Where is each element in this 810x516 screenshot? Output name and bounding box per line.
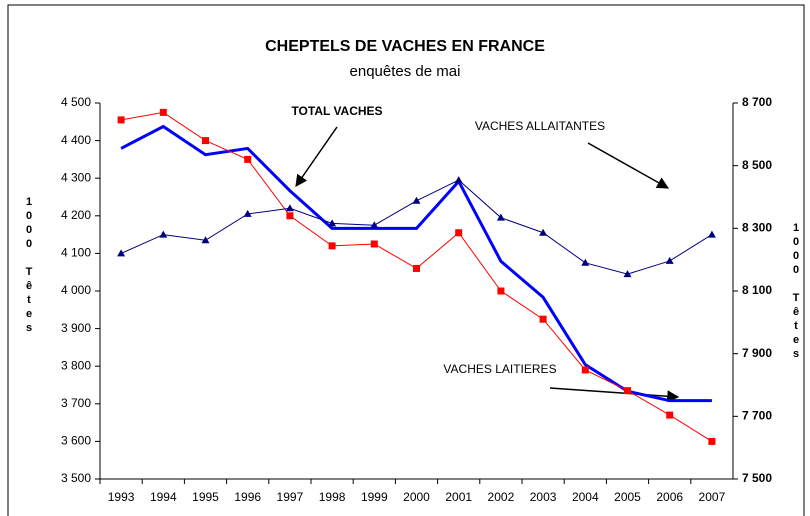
y2-tick-label: 7 700 [742,409,772,423]
point [244,155,252,163]
point [159,108,167,116]
point [707,230,716,238]
x-tick-label: 1998 [319,490,346,504]
y2-tick-label: 8 300 [742,221,772,235]
point [497,287,505,295]
y2-axis-label: 1000 Têtes [790,222,802,362]
y-tick-label: 4 200 [61,208,91,222]
arrow [549,387,680,403]
point [202,137,209,145]
x-tick-label: 1993 [108,490,135,504]
y2-tick-label: 7 900 [742,346,772,360]
point [370,221,379,229]
point [581,366,589,374]
x-tick-label: 2001 [445,490,472,504]
chart-title: CHEPTELS DE VACHES EN FRANCE [265,38,545,55]
x-tick-label: 2005 [614,490,641,504]
y-tick-label: 4 100 [61,246,91,260]
point [413,264,420,272]
point [117,249,126,257]
point [328,219,337,227]
point [201,236,210,244]
y2-tick-label: 8 500 [742,158,772,172]
y-tick-label: 3 600 [61,434,91,448]
point [412,196,421,204]
point [623,270,632,278]
point [496,213,505,221]
point [117,116,125,124]
x-tick-label: 2004 [572,490,599,504]
y-tick-label: 4 300 [61,170,91,184]
point [708,437,716,445]
x-tick-label: 1995 [192,490,219,504]
series-line [121,111,713,442]
point [666,411,674,419]
annotation: VACHES ALLAITANTES [475,119,605,133]
y-tick-label: 4 400 [61,133,91,147]
x-tick-label: 2000 [403,490,430,504]
annotation: VACHES LAITIERES [443,362,556,376]
point [328,242,336,250]
point [539,228,548,236]
annotation: TOTAL VACHES [291,104,382,118]
point [581,258,590,266]
y2-tick-label: 8 700 [742,95,772,109]
y-tick-label: 3 500 [61,471,91,485]
y2-tick-label: 8 100 [742,283,772,297]
y-tick-label: 4 500 [61,95,91,109]
y-tick-label: 3 900 [61,321,91,335]
point [539,315,547,323]
point [285,204,294,212]
point [454,176,463,184]
point [243,209,252,217]
y-tick-label: 4 000 [61,283,91,297]
point [455,229,463,237]
point [286,212,294,220]
x-tick-label: 2003 [530,490,557,504]
point [624,387,631,395]
point [159,230,168,238]
arrow [295,126,338,187]
y-axis-label: 1000 Têtes [23,196,35,336]
arrow [587,142,670,189]
y-tick-label: 3 800 [61,358,91,372]
x-tick-label: 1996 [234,490,261,504]
chart-subtitle: enquêtes de mai [350,63,461,80]
x-tick-label: 2007 [699,490,726,504]
x-tick-label: 2002 [488,490,515,504]
frame [7,4,805,516]
y-tick-label: 3 700 [61,396,91,410]
x-tick-label: 1999 [361,490,388,504]
x-tick-label: 1994 [150,490,177,504]
point [370,240,378,248]
x-tick-label: 2006 [656,490,683,504]
x-tick-label: 1997 [277,490,304,504]
y2-tick-label: 7 500 [742,471,772,485]
series-line [120,124,712,403]
point [665,256,674,264]
